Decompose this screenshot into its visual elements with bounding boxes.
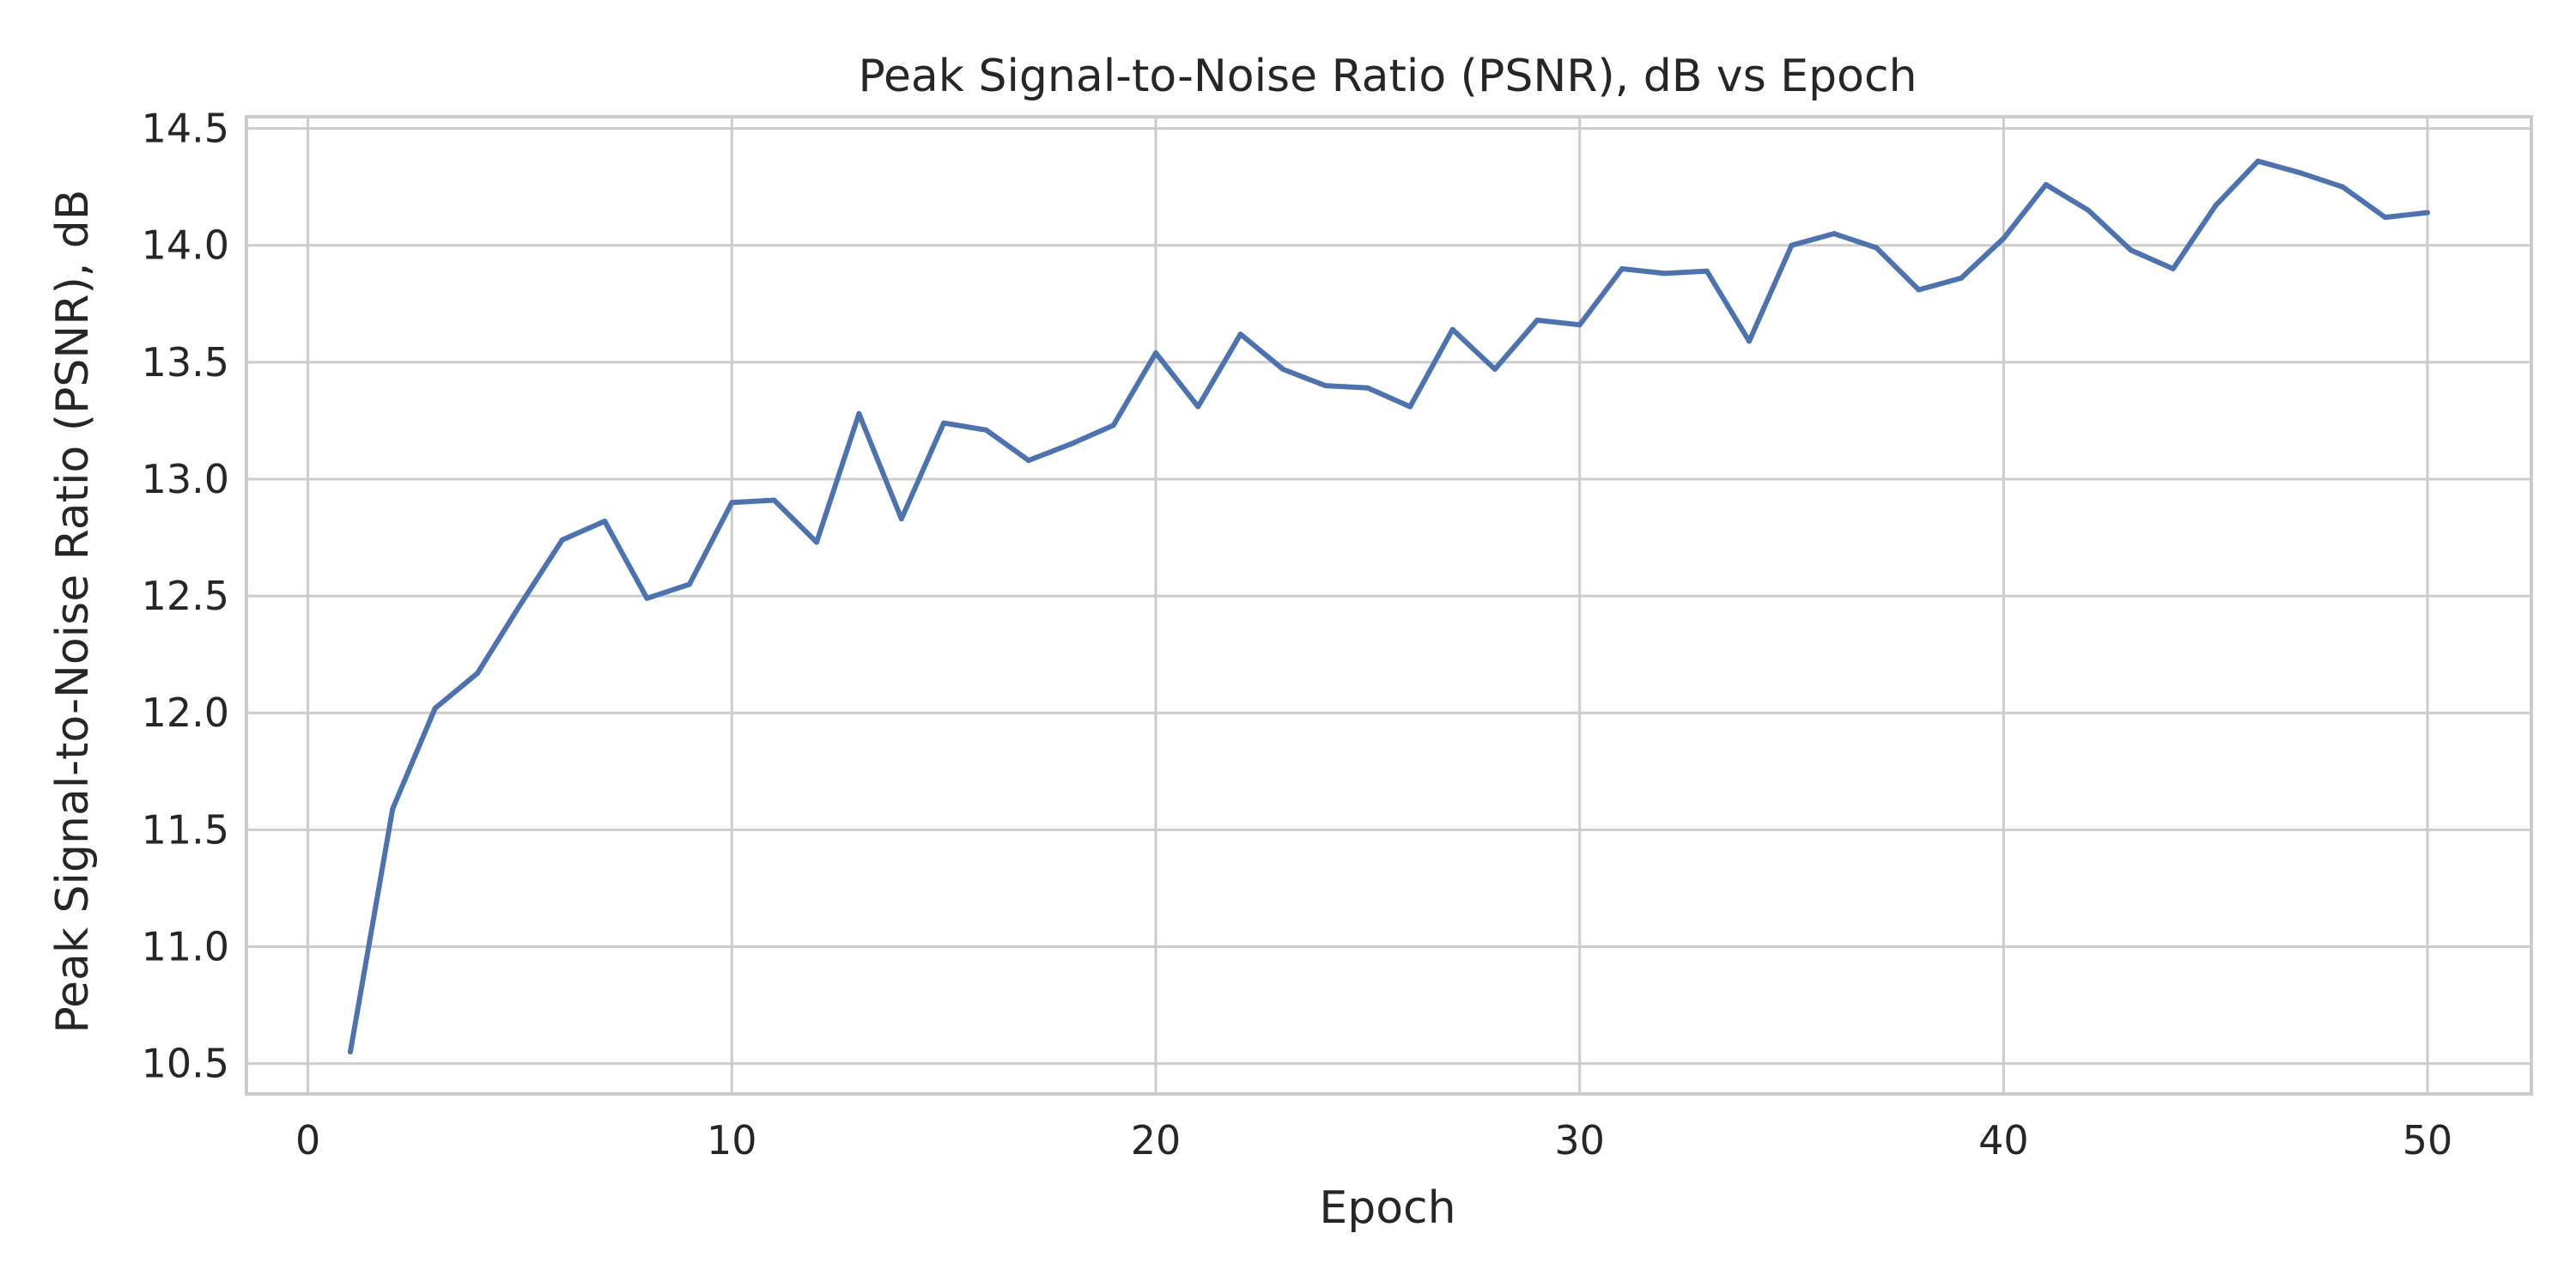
data-point	[814, 539, 819, 545]
data-point	[1492, 367, 1498, 372]
data-point	[1916, 287, 1922, 293]
x-gridlines	[307, 117, 2429, 1094]
series-group	[348, 158, 2430, 1054]
data-point	[983, 427, 989, 433]
y-tick-label: 10.5	[142, 1041, 229, 1087]
data-point	[1662, 270, 1668, 276]
data-point	[1747, 338, 1753, 344]
y-tick-label: 14.0	[142, 222, 229, 269]
data-point	[2001, 235, 2007, 241]
x-tick-label: 30	[1554, 1117, 1605, 1163]
psnr-series-line	[348, 158, 2430, 1054]
data-point	[1364, 385, 1370, 391]
x-axis-label: Epoch	[1319, 1182, 1455, 1234]
data-point	[941, 420, 947, 426]
data-point	[1110, 422, 1116, 428]
plot-frame	[245, 115, 2533, 1096]
data-point	[1789, 242, 1795, 248]
data-point	[2297, 170, 2303, 176]
y-tick-label: 12.0	[142, 690, 229, 736]
data-point	[2255, 158, 2261, 164]
data-point	[517, 603, 523, 608]
data-point	[1577, 322, 1583, 328]
y-tick-label: 12.5	[142, 573, 229, 619]
x-tick-label: 20	[1131, 1117, 1182, 1163]
y-tick-labels: 10.5 11.0 11.5 12.0 12.5 13.0 13.5 14.0 14.5	[142, 106, 229, 1087]
x-tick-label: 40	[1978, 1117, 2029, 1163]
data-point	[2340, 184, 2346, 190]
chart-title: Peak Signal-to-Noise Ratio (PSNR), dB vs…	[858, 51, 1917, 102]
y-tick-label: 13.0	[142, 456, 229, 502]
data-point	[686, 581, 692, 587]
data-point	[559, 537, 565, 543]
data-point	[348, 1049, 353, 1054]
x-tick-label: 0	[295, 1117, 320, 1163]
data-point	[1068, 441, 1074, 447]
data-point	[1449, 326, 1455, 332]
data-point	[1407, 404, 1413, 410]
data-point	[771, 497, 777, 503]
x-tick-labels: 0 10 20 30 40 50	[295, 1117, 2452, 1163]
x-tick-label: 50	[2403, 1117, 2453, 1163]
data-point	[2086, 207, 2092, 213]
data-point	[390, 805, 396, 811]
data-point	[1025, 458, 1031, 464]
data-point	[1195, 404, 1201, 410]
y-tick-label: 11.5	[142, 806, 229, 853]
data-point	[1831, 231, 1837, 237]
data-point	[2382, 215, 2388, 221]
data-point	[1322, 383, 1328, 389]
data-point	[856, 410, 862, 416]
data-point	[602, 519, 608, 524]
data-point	[1874, 245, 1880, 251]
y-tick-label: 14.5	[142, 106, 229, 152]
data-point	[1619, 266, 1625, 271]
data-point	[475, 671, 481, 676]
y-gridlines	[246, 127, 2531, 1066]
y-tick-label: 11.0	[142, 923, 229, 969]
y-axis-label: Peak Signal-to-Noise Ratio (PSNR), dB	[47, 190, 99, 1034]
x-tick-label: 10	[707, 1117, 757, 1163]
data-point	[2170, 266, 2176, 271]
data-point	[2128, 247, 2134, 253]
data-point	[644, 595, 650, 601]
data-point	[1704, 268, 1710, 274]
data-point	[2043, 182, 2049, 187]
data-point	[1534, 317, 1540, 323]
data-point	[1153, 350, 1158, 355]
data-point	[1959, 275, 1964, 281]
data-point	[1237, 331, 1243, 337]
data-point	[2425, 210, 2430, 216]
data-point	[898, 516, 904, 522]
data-point	[1280, 367, 1286, 372]
data-point	[729, 500, 735, 506]
data-point	[2213, 203, 2219, 209]
data-point	[432, 705, 438, 711]
y-tick-label: 13.5	[142, 339, 229, 386]
